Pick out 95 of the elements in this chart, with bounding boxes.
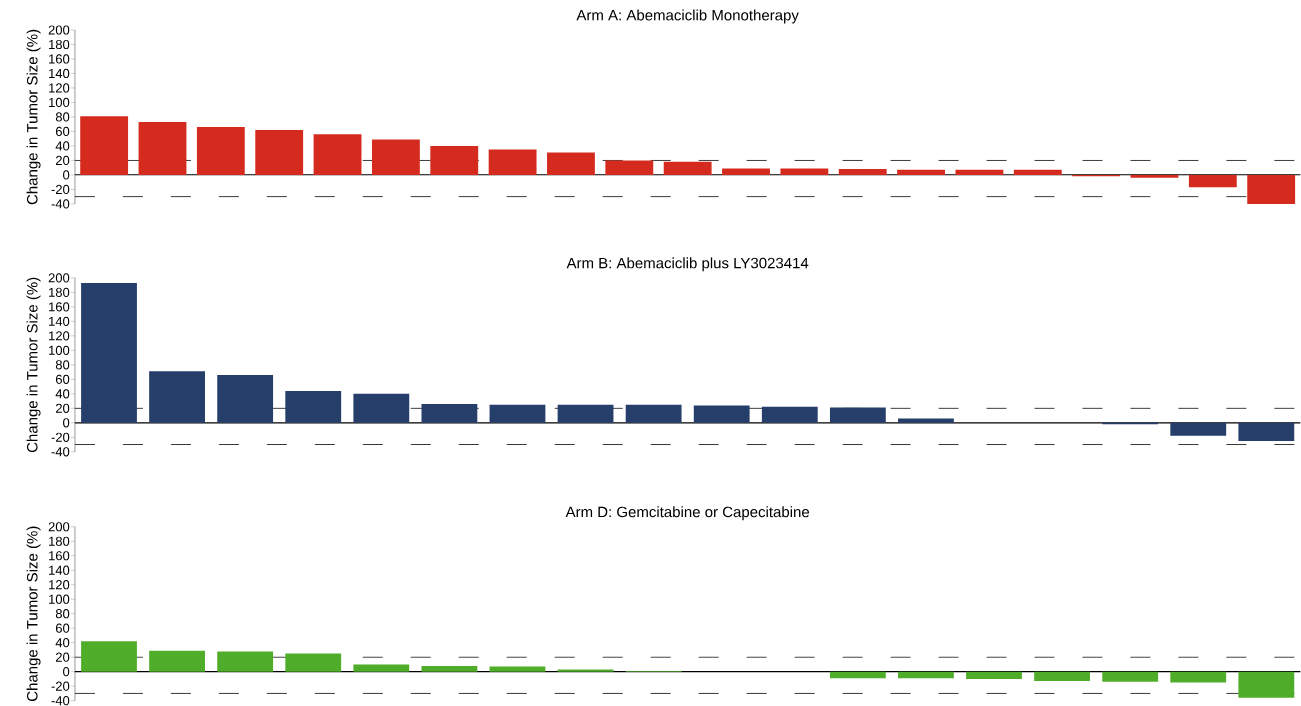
bar <box>430 145 479 175</box>
bar <box>557 669 614 672</box>
y-tick-label: 140 <box>49 68 70 78</box>
y-tick-label: 80 <box>55 608 70 619</box>
y-tick-label: 100 <box>49 97 70 107</box>
bar <box>1170 422 1227 436</box>
y-tick-label: 200 <box>48 522 70 532</box>
y-tick-label: 160 <box>49 54 70 64</box>
bar <box>1238 422 1295 441</box>
y-tick-label: 140 <box>49 565 70 575</box>
bar <box>663 161 712 175</box>
bar <box>838 168 887 175</box>
bar <box>255 129 304 175</box>
y-tick-label: 100 <box>49 345 70 355</box>
bar <box>625 404 682 423</box>
bar <box>353 393 410 423</box>
bar <box>761 406 818 423</box>
y-tick-label: 160 <box>49 302 70 312</box>
bar <box>81 282 137 423</box>
bar <box>371 139 420 175</box>
y-tick-label: 20 <box>55 403 70 413</box>
y-tick-label: 80 <box>55 360 70 370</box>
y-tick-label: 100 <box>49 594 70 604</box>
bar <box>955 169 1004 175</box>
bar <box>547 152 595 175</box>
y-tick-label: -40 <box>51 695 70 706</box>
y-axis-title: Change in Tumor Size (%) <box>26 526 41 701</box>
bar <box>605 160 654 175</box>
bar <box>1188 174 1237 188</box>
y-tick-label: 200 <box>48 273 70 283</box>
y-tick-label: -20 <box>51 681 70 691</box>
bar <box>353 664 410 672</box>
bar <box>196 126 245 175</box>
y-tick-label: 0 <box>63 170 70 180</box>
bar <box>780 168 829 175</box>
bar <box>80 116 129 175</box>
bar <box>1238 671 1295 698</box>
bar <box>829 671 886 679</box>
y-tick-label: 60 <box>55 374 70 384</box>
y-tick-label: 40 <box>55 637 70 648</box>
bar <box>217 374 274 423</box>
bar <box>488 149 537 175</box>
bar <box>693 405 750 423</box>
y-tick-label: 60 <box>55 126 70 136</box>
y-tick-label: 80 <box>55 112 70 122</box>
y-tick-label: 40 <box>55 141 70 151</box>
bar <box>898 671 954 679</box>
bar <box>421 665 478 672</box>
y-tick-label: -20 <box>51 184 70 194</box>
bar <box>149 650 205 672</box>
y-tick-label: -40 <box>51 447 70 457</box>
y-tick-label: 0 <box>63 418 70 428</box>
bar <box>966 671 1022 679</box>
y-axis-title: Change in Tumor Size (%) <box>26 29 41 205</box>
y-tick-label: -40 <box>51 199 70 209</box>
bar <box>313 134 362 175</box>
bar <box>557 404 614 423</box>
bar <box>81 641 137 672</box>
bar <box>829 407 886 423</box>
chart-title: Arm B: Abemaciclib plus LY3023414 <box>566 257 809 272</box>
y-tick-label: 140 <box>49 316 70 326</box>
y-axis-title: Change in Tumor Size (%) <box>26 277 41 452</box>
y-tick-label: 0 <box>63 666 70 677</box>
bar <box>285 390 342 423</box>
chart-title: Arm D: Gemcitabine or Capecitabine <box>565 506 810 521</box>
bar <box>149 371 205 423</box>
y-tick-label: 120 <box>49 83 70 93</box>
y-tick-label: 180 <box>49 536 70 546</box>
y-tick-label: 20 <box>55 155 70 165</box>
bar <box>489 404 546 423</box>
y-tick-label: 160 <box>49 551 70 561</box>
y-tick-label: -20 <box>51 432 70 442</box>
bar <box>898 418 954 423</box>
bar <box>1170 671 1227 683</box>
bar <box>1034 671 1090 681</box>
y-tick-label: 20 <box>55 652 70 662</box>
bar <box>1247 174 1296 204</box>
bar <box>1013 169 1062 175</box>
bar <box>897 169 945 175</box>
y-tick-label: 180 <box>49 287 70 297</box>
bar <box>421 403 478 423</box>
y-tick-label: 180 <box>49 39 70 49</box>
y-tick-label: 40 <box>55 389 70 399</box>
bar <box>1102 671 1159 682</box>
y-tick-label: 120 <box>49 579 70 590</box>
chart-title: Arm A: Abemaciclib Monotherapy <box>576 9 799 24</box>
y-tick-label: 200 <box>48 25 70 35</box>
y-tick-label: 120 <box>49 331 70 341</box>
bar <box>489 666 546 672</box>
bar <box>138 121 187 175</box>
bar <box>722 168 770 175</box>
y-tick-label: 60 <box>55 623 70 633</box>
bar <box>217 651 274 672</box>
bar <box>1130 174 1179 178</box>
bar <box>285 653 342 672</box>
